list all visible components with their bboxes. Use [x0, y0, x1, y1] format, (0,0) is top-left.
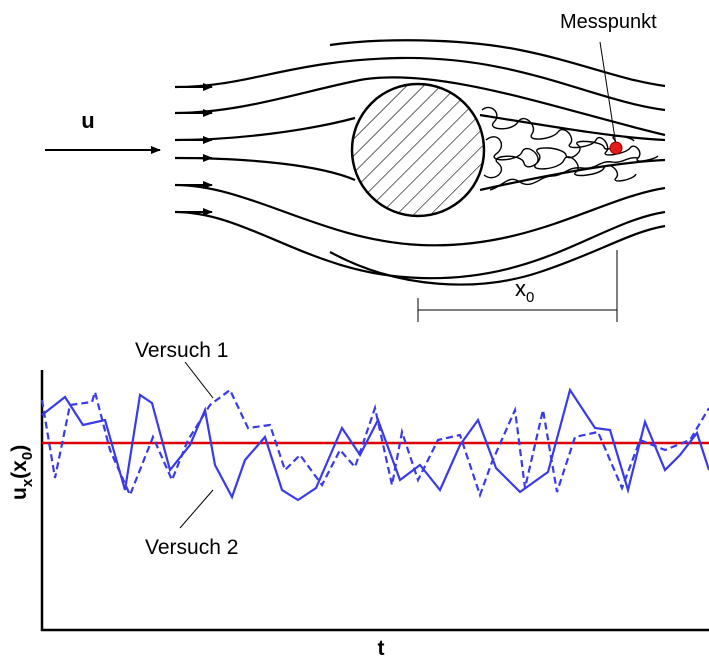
series-2-label: Versuch 2 [145, 536, 238, 559]
wake [481, 106, 659, 191]
streamlines [174, 39, 666, 286]
distance: x0 [417, 250, 618, 322]
inflow: u [45, 108, 161, 154]
inflow-label: u [81, 108, 94, 133]
series-2-line [41, 387, 709, 502]
x-axis-label: t [378, 637, 385, 659]
cylinder [350, 82, 486, 218]
series-1-label: Versuch 1 [135, 339, 228, 362]
plot: Versuch 1 Versuch 2 ux(x0) t [8, 339, 709, 659]
y-axis-label: ux(x0) [8, 445, 36, 500]
measurement-point: Messpunkt [560, 11, 657, 155]
measurement-point-label: Messpunkt [560, 11, 657, 33]
distance-label: x0 [515, 276, 534, 306]
